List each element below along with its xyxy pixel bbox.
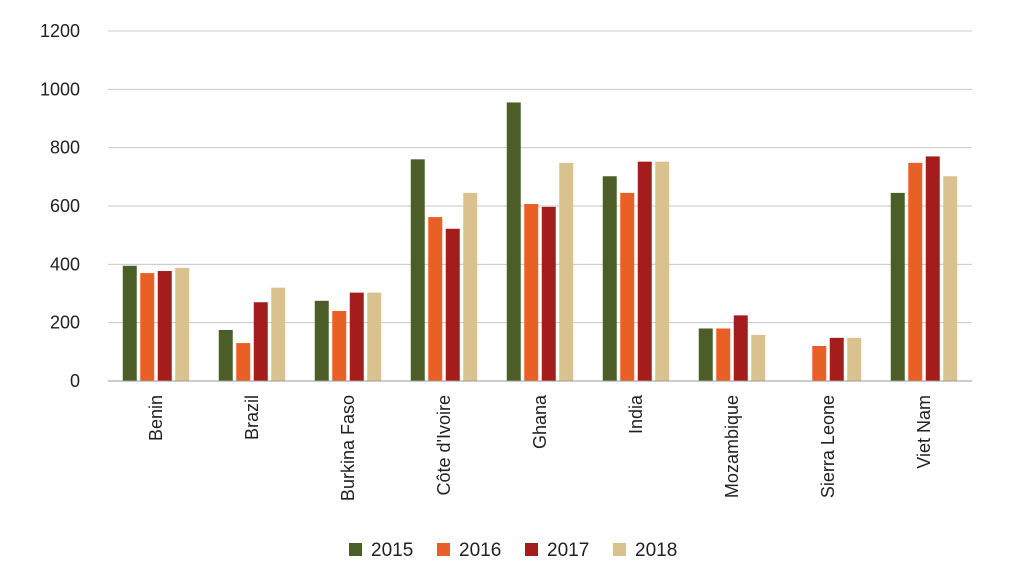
x-category-label: Mozambique <box>722 395 742 498</box>
x-category-label: Brazil <box>242 395 262 440</box>
legend-label-2018: 2018 <box>635 540 677 561</box>
bar-2016-burkina-faso <box>332 311 347 381</box>
bar-2018-ghana <box>559 162 574 381</box>
x-category-label: India <box>626 394 646 434</box>
legend-swatch-2015 <box>349 543 362 556</box>
bars <box>122 102 958 381</box>
bar-2017-india <box>637 161 652 381</box>
bar-2018-c-te-d-ivoire <box>463 192 478 381</box>
bar-2016-sierra-leone <box>812 346 827 381</box>
bar-2016-india <box>620 192 635 381</box>
x-category-label: Benin <box>146 395 166 441</box>
bar-2015-viet-nam <box>890 192 905 381</box>
legend-swatch-2018 <box>613 543 626 556</box>
x-category-label: Sierra Leone <box>818 395 838 498</box>
bar-2017-sierra-leone <box>829 337 844 381</box>
bar-2015-c-te-d-ivoire <box>410 159 425 381</box>
bar-2015-ghana <box>506 102 521 381</box>
x-category-label: Viet Nam <box>914 395 934 469</box>
x-category-label: Ghana <box>530 394 550 449</box>
bar-2015-india <box>602 176 617 381</box>
legend-swatch-2016 <box>437 543 450 556</box>
bar-2016-benin <box>140 273 155 381</box>
bar-2018-india <box>655 161 670 381</box>
legend-swatch-2017 <box>525 543 538 556</box>
bar-2016-brazil <box>236 343 251 381</box>
legend-label-2016: 2016 <box>459 540 501 561</box>
bar-2017-burkina-faso <box>349 292 364 381</box>
bar-2018-mozambique <box>751 334 766 381</box>
legend: 2015 2016 2017 2018 <box>349 540 677 561</box>
x-category-label: Burkina Faso <box>338 395 358 501</box>
bar-2018-brazil <box>271 287 286 381</box>
bar-2017-benin <box>157 271 172 381</box>
y-tick-label: 800 <box>50 138 80 158</box>
bar-2017-c-te-d-ivoire <box>445 228 460 381</box>
bar-2015-mozambique <box>698 328 713 381</box>
x-category-label: Côte d'Ivoire <box>434 395 454 496</box>
legend-label-2017: 2017 <box>547 540 589 561</box>
bar-2016-viet-nam <box>908 162 923 381</box>
y-tick-label: 400 <box>50 254 80 274</box>
y-tick-label: 600 <box>50 196 80 216</box>
y-tick-label: 200 <box>50 313 80 333</box>
y-tick-label: 1000 <box>40 79 80 99</box>
bar-2016-c-te-d-ivoire <box>428 217 443 381</box>
y-axis-ticks: 0 200 400 600 800 1000 1200 <box>40 21 80 391</box>
bar-2015-brazil <box>218 329 233 381</box>
bar-2015-burkina-faso <box>314 300 329 381</box>
y-tick-label: 1200 <box>40 21 80 41</box>
bar-2016-mozambique <box>716 328 731 381</box>
bar-2018-sierra-leone <box>847 337 862 381</box>
gridlines <box>108 30 972 324</box>
y-tick-label: 0 <box>70 371 80 391</box>
x-axis-labels: Benin Brazil Burkina Faso Côte d'Ivoire Ghan… <box>146 394 934 501</box>
legend-label-2015: 2015 <box>371 540 413 561</box>
bar-2017-brazil <box>253 302 268 381</box>
bar-2017-viet-nam <box>925 156 940 381</box>
bar-2018-benin <box>175 267 190 381</box>
bar-2018-burkina-faso <box>367 292 382 381</box>
bar-2016-ghana <box>524 203 539 381</box>
bar-2017-mozambique <box>733 315 748 381</box>
bar-2018-viet-nam <box>943 176 958 381</box>
bar-2015-benin <box>122 265 137 381</box>
bar-2017-ghana <box>541 206 556 381</box>
